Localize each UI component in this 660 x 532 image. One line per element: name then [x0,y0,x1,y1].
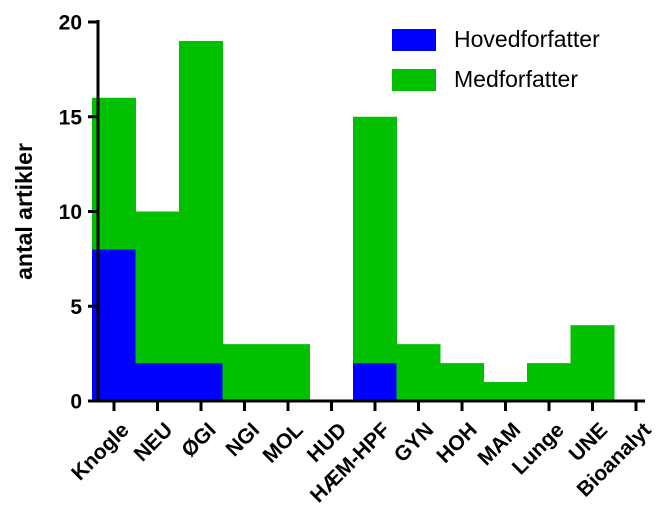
x-tick-label: Knogle [67,418,134,485]
bar-medforfatter-6 [353,116,397,364]
x-tick-label: NGI [222,418,265,461]
bar-hovedforfatter-6 [353,363,397,401]
bar-medforfatter-9 [483,382,528,401]
x-tick-label: NEU [130,418,178,466]
y-tick-label: 0 [70,391,82,414]
x-tick-label: GYN [390,418,438,466]
bar-medforfatter-3 [222,344,267,401]
bar-medforfatter-2 [179,40,223,364]
y-tick-label: 5 [70,296,82,319]
bar-medforfatter-7 [396,344,441,401]
bar-hovedforfatter-1 [135,363,180,401]
y-tick-label: 20 [59,12,82,35]
legend: Hovedforfatter Medforfatter [392,26,600,92]
bars-group [92,40,615,401]
bar-medforfatter-4 [266,344,310,401]
legend-label-hovedforfatter: Hovedforfatter [454,26,600,52]
bar-medforfatter-11 [570,325,615,401]
y-ticks-group: 0 5 10 15 20 [59,12,98,414]
bar-hovedforfatter-2 [179,363,223,401]
bar-medforfatter-8 [440,363,484,401]
bar-medforfatter-10 [527,363,571,401]
y-tick-label: 15 [59,106,83,129]
y-tick-label: 10 [59,201,82,224]
y-axis-title: antal artikler [11,143,37,280]
bar-medforfatter-1 [135,211,180,364]
legend-label-medforfatter: Medforfatter [454,66,578,92]
legend-swatch-hovedforfatter [392,29,436,51]
x-tick-label: HOH [432,418,481,467]
x-tick-label: ØGI [177,418,220,461]
x-tick-label: MOL [258,418,307,467]
legend-swatch-medforfatter [392,69,436,91]
